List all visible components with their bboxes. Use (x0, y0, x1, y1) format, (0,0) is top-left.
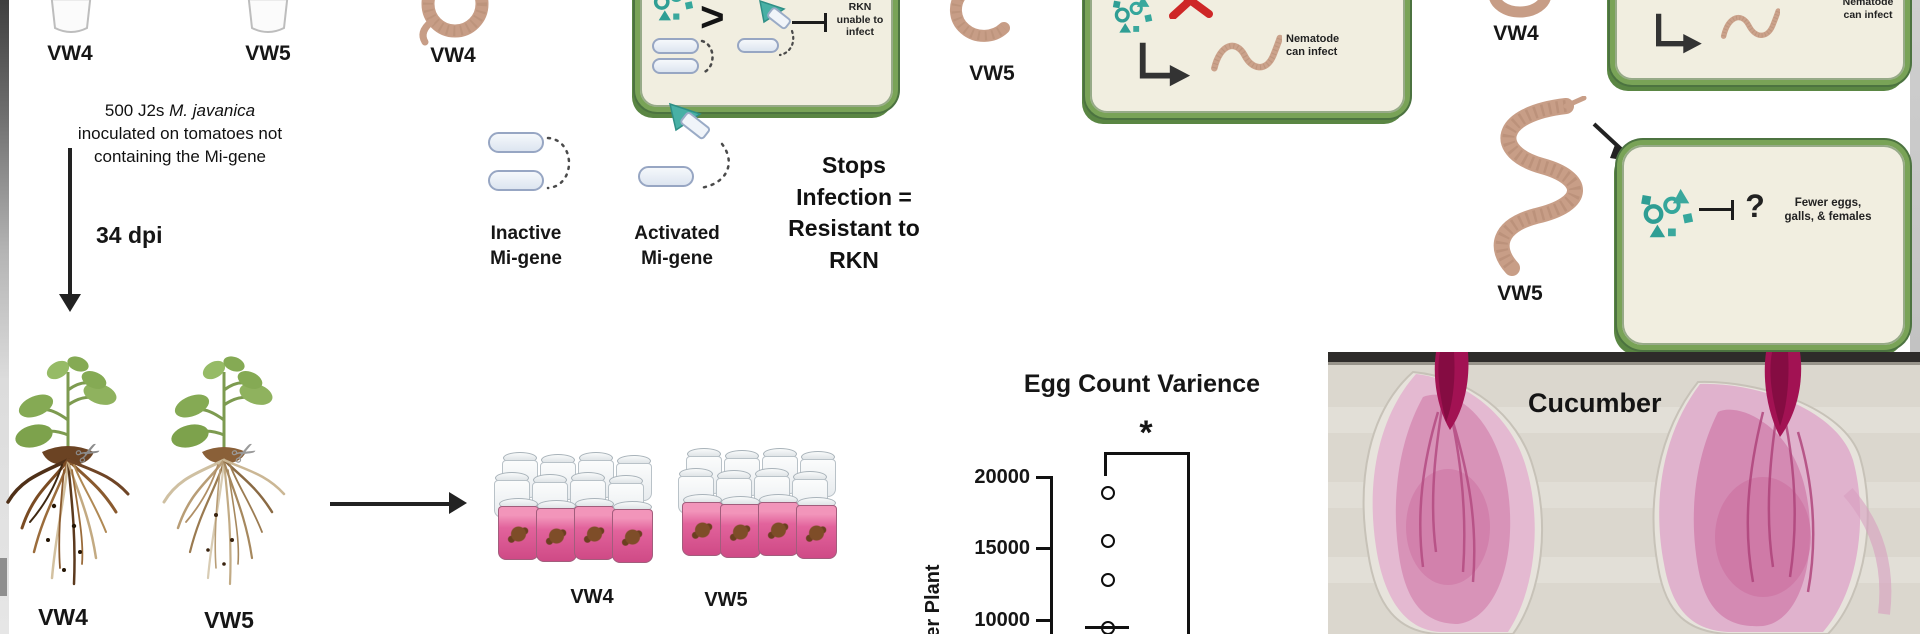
mi-gene-capsule-icon (652, 58, 699, 74)
plant-vw5: ✂ (162, 356, 286, 586)
follow-up-bottom-box: ? Fewer eggs, galls, & females (1617, 140, 1910, 350)
susceptible-box-note: Nematode can infect (1286, 33, 1340, 59)
median-line (1085, 626, 1129, 629)
dpi-label: 34 dpi (96, 222, 163, 248)
mi-gene-capsule-icon (737, 38, 779, 53)
syringe-icon (668, 102, 711, 140)
data-point (1101, 534, 1115, 548)
worm-icon (1720, 2, 1780, 50)
worm-label-vw4-right: VW4 (1493, 22, 1539, 45)
red-x-icon (1169, 0, 1213, 19)
cup-label-vw4: VW4 (47, 42, 93, 65)
nematode-curl-icon-vw5 (949, 0, 1010, 42)
y-tick-label: 10000 (974, 609, 1030, 631)
right-edge-strip (1910, 0, 1920, 353)
significance-bracket-right (1187, 452, 1190, 634)
photo-label: Cucumber (1528, 388, 1662, 418)
left-edge-strip (0, 0, 9, 634)
resistant-box-note: RKN unable to infect (836, 1, 884, 39)
y-tick-label: 15000 (974, 537, 1030, 559)
outcome-text: Stops Infection = Resistant to RKN (788, 152, 920, 274)
follow-up-top-note: Nematode can infect (1842, 0, 1894, 21)
timeline-arrowhead (59, 294, 81, 312)
effector-cluster-icon (1640, 183, 1698, 245)
effector-cluster-icon (1111, 0, 1154, 35)
dotted-arc-icon (700, 39, 714, 75)
harvest-arrowhead (449, 492, 467, 514)
jar-group-vw4 (492, 452, 658, 572)
species-name: M. javanica (169, 101, 256, 120)
plant-label-vw5: VW5 (204, 607, 254, 633)
activated-mi-gene-icon (630, 100, 740, 210)
cup-vw4-icon (50, 0, 92, 33)
data-point (1101, 486, 1115, 500)
y-axis-label: per Plant (922, 564, 944, 634)
y-axis-line (1050, 476, 1053, 634)
resistant-outcome-box: > RKN unable to infect (635, 0, 898, 112)
elbow-arrow-icon (1647, 12, 1709, 56)
inhibition-icon (1699, 208, 1731, 211)
inhibition-icon-bar (824, 13, 827, 32)
worm-label-vw5: VW5 (969, 62, 1015, 85)
significance-bracket-left (1104, 452, 1107, 476)
inactive-mi-gene-icon (488, 128, 598, 203)
nematode-curl-icon-vw4 (419, 0, 489, 46)
effector-cluster-icon (650, 0, 695, 23)
timeline-arrow (68, 148, 72, 296)
y-axis-tick (1036, 619, 1051, 622)
y-axis-tick (1036, 547, 1051, 550)
syringe-icon (759, 0, 791, 30)
jar-label-vw5: VW5 (704, 589, 748, 611)
inhibition-icon (792, 21, 824, 24)
nematode-half-curl-icon (1489, 0, 1551, 18)
left-edge-smudge (0, 558, 7, 596)
plant-label-vw4: VW4 (38, 604, 88, 630)
question-mark: ? (1745, 188, 1765, 224)
follow-up-top-box: Nematode can infect (1610, 0, 1910, 85)
activated-mi-gene-label: Activated Mi-gene (634, 223, 720, 269)
chevron-arrow-icon: > (700, 0, 725, 40)
harvest-arrow (330, 502, 450, 506)
big-nematode-icon-vw5 (1493, 96, 1587, 276)
jar-group-vw5 (676, 448, 842, 568)
mi-gene-capsule-icon (652, 38, 699, 54)
significance-star: * (1139, 414, 1153, 452)
data-point (1101, 573, 1115, 587)
follow-up-bottom-note: Fewer eggs, galls, & females (1784, 197, 1872, 223)
elbow-arrow-icon (1135, 40, 1193, 90)
plant-vw4: ✂ (6, 356, 130, 586)
dotted-arc-icon (778, 29, 795, 57)
worm-label-vw5-right: VW5 (1497, 282, 1543, 305)
inoculation-caption: 500 J2s M. javanica inoculated on tomato… (77, 101, 283, 166)
susceptible-outcome-box: Nematode can infect (1085, 0, 1410, 118)
jar-label-vw4: VW4 (570, 586, 614, 608)
egg-count-chart: Egg Count Varience 20000 15000 10000 per… (900, 360, 1320, 634)
y-tick-label: 20000 (974, 466, 1030, 488)
significance-bracket (1104, 452, 1190, 455)
chart-title: Egg Count Varience (1023, 370, 1261, 398)
root-photo: Cucumber (1328, 352, 1920, 634)
worm-icon (1210, 28, 1282, 84)
worm-label-vw4: VW4 (430, 44, 476, 67)
inhibition-icon-bar (1731, 200, 1734, 220)
cup-vw5-icon (247, 0, 289, 33)
inactive-mi-gene-label: Inactive Mi-gene (490, 223, 562, 269)
y-axis-tick (1036, 476, 1051, 479)
cup-label-vw5: VW5 (245, 42, 291, 65)
